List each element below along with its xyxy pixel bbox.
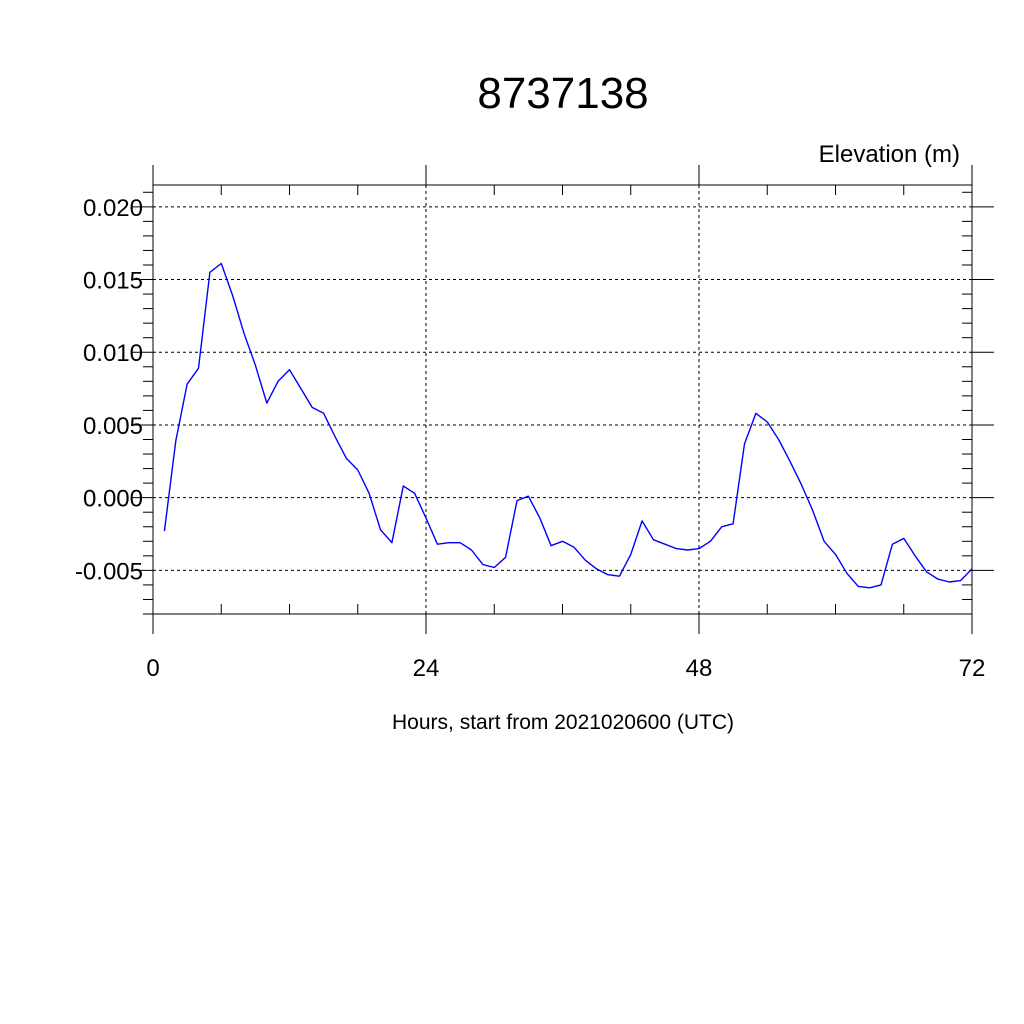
x-tick-label: 48	[686, 655, 713, 682]
y-tick-label: -0.005	[75, 558, 143, 585]
x-tick-label: 72	[959, 655, 986, 682]
series-layer	[163, 262, 973, 589]
grid-lines	[153, 185, 972, 614]
tick-labels: -0.005 0.000 0.005 0.010 0.015 0.020 0 24 48 72	[75, 195, 985, 682]
y-tick-label: 0.005	[83, 413, 143, 440]
chart-title: 8737138	[477, 69, 648, 118]
x-tick-label: 0	[146, 655, 159, 682]
axis-ticks	[131, 165, 994, 634]
y-tick-label: 0.000	[83, 486, 143, 513]
y-tick-label: 0.020	[83, 195, 143, 222]
series-line	[163, 262, 973, 589]
y-axis-label: Elevation (m)	[819, 141, 960, 168]
x-tick-label: 24	[413, 655, 440, 682]
y-tick-label: 0.010	[83, 340, 143, 367]
y-tick-label: 0.015	[83, 268, 143, 295]
x-axis-label: Hours, start from 2021020600 (UTC)	[392, 711, 734, 734]
plot-frame	[152, 184, 973, 615]
